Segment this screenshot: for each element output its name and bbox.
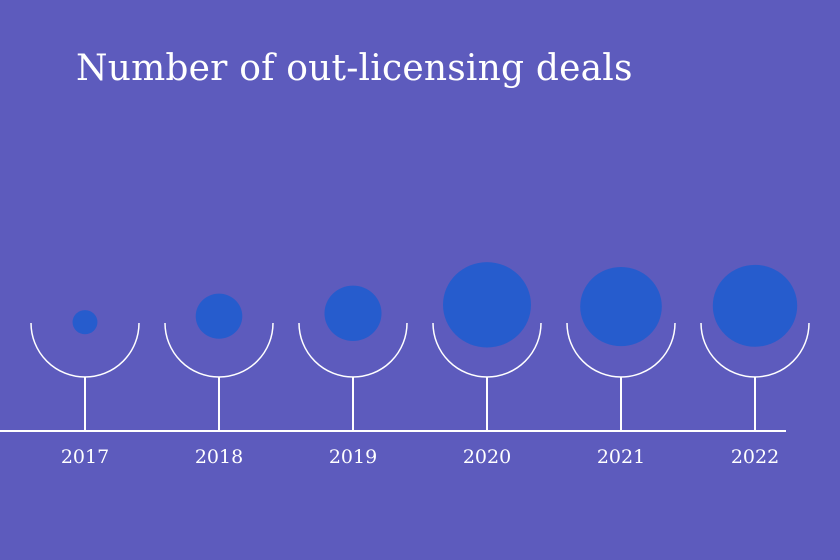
bubble-2018 [195,293,243,339]
bubble-2021 [580,266,662,347]
bubble-2019 [324,285,382,341]
bubble-2020 [443,262,531,348]
year-labels-layer: 2017 2018 2019 2020 2021 2022 [61,446,779,468]
bubbles-layer [72,262,798,348]
year-label-2019: 2019 [329,446,377,468]
year-label-2018: 2018 [195,446,243,468]
year-label-2022: 2022 [731,446,779,468]
year-label-2021: 2021 [597,446,645,468]
year-label-2020: 2020 [463,446,511,468]
year-label-2017: 2017 [61,446,109,468]
bubble-2022 [712,264,798,347]
timeline-layer [0,322,810,432]
bubble-2017 [72,310,98,335]
chart-title: Number of out-licensing deals [76,48,633,89]
